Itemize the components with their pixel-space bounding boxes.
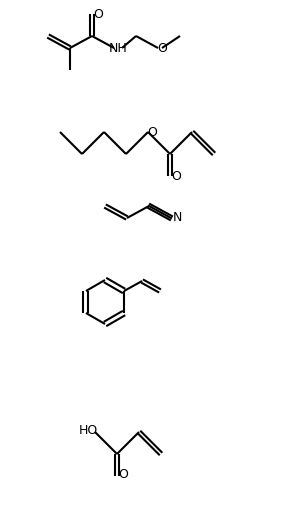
Text: O: O [118, 468, 128, 482]
Text: N: N [172, 210, 182, 224]
Text: O: O [157, 42, 167, 54]
Text: O: O [147, 126, 157, 138]
Text: O: O [171, 169, 181, 183]
Text: HO: HO [78, 424, 98, 438]
Text: NH: NH [109, 42, 127, 54]
Text: O: O [93, 8, 103, 20]
